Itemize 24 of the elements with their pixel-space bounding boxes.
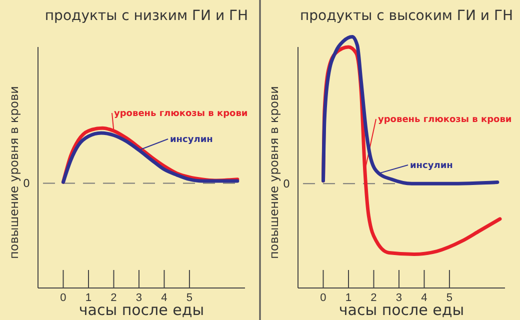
chart-title: продукты с низким ГИ и ГН [44, 8, 248, 24]
x-tick-label: 5 [446, 292, 453, 304]
x-tick-label: 3 [396, 292, 402, 304]
x-tick-label: 0 [60, 292, 66, 304]
y-axis-title: повышение уровня в крови [7, 86, 21, 259]
x-tick-label: 2 [370, 292, 377, 304]
series-label: уровень глюкозы в крови [114, 109, 248, 119]
x-tick-label: 4 [161, 292, 168, 304]
x-tick-label: 0 [320, 292, 326, 304]
series-label: уровень глюкозы в крови [378, 115, 512, 125]
x-tick-label: 1 [85, 292, 92, 304]
legend-label: инсулин [170, 135, 213, 145]
x-tick-label: 3 [136, 292, 142, 304]
x-axis-title: часы после еды [78, 301, 204, 319]
y-axis-title: повышение уровня в крови [267, 86, 281, 259]
x-tick-label: 5 [186, 292, 193, 304]
x-axis-title: часы после еды [338, 301, 464, 319]
x-tick-label: 4 [421, 292, 428, 304]
chart-title: продукты с высоким ГИ и ГН [300, 8, 514, 24]
x-tick-label: 2 [110, 292, 117, 304]
legend-label: инсулин [410, 161, 453, 171]
ref-line-label: 0 [23, 177, 30, 190]
ref-line-label: 0 [283, 178, 290, 191]
x-tick-label: 1 [345, 292, 352, 304]
